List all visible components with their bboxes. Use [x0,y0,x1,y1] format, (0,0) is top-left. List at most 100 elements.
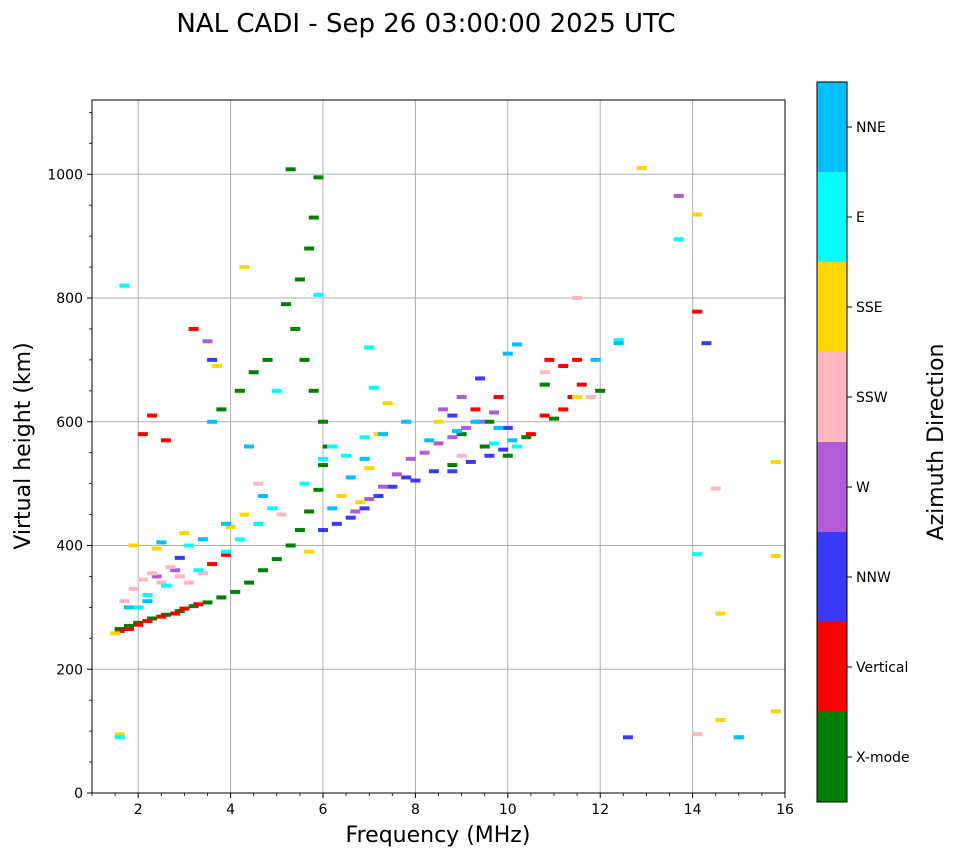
data-point [197,537,208,542]
data-point [549,416,559,421]
data-point [308,215,319,220]
colorbar-segment [817,622,847,712]
data-point [142,593,153,597]
data-point [119,283,130,288]
data-point [373,494,384,498]
data-point [202,339,213,344]
data-point [151,546,162,551]
data-point [364,345,375,350]
colorbar: X-mode Vertical NNW W SSW SSE E NNE [816,81,910,803]
data-point [114,735,125,740]
data-point [257,494,268,498]
data-point [225,524,236,529]
data-point [184,580,195,585]
data-point [244,444,255,449]
data-point [285,543,296,548]
data-point [147,616,158,621]
data-point [507,438,518,443]
y-tick-label: 1000 [47,167,83,183]
data-point [484,453,495,458]
colorbar-tick-label: SSW [856,390,888,406]
data-point [378,432,389,437]
data-point [308,388,319,393]
data-point [378,484,389,489]
data-point [156,580,167,585]
data-point [558,407,569,412]
data-point [354,500,365,505]
data-point [433,441,444,446]
data-point [502,453,513,458]
colorbar-tick-label: W [856,480,870,496]
data-point [525,432,536,437]
data-point [576,382,587,387]
data-point [673,237,684,242]
data-point [318,456,328,461]
x-tick-label: 12 [591,802,609,818]
data-point [613,338,624,343]
data-point [585,395,596,399]
data-point [479,444,490,449]
data-point [590,357,601,362]
data-point [179,606,190,611]
data-point [572,395,583,399]
data-point [428,469,439,474]
data-point [257,568,268,573]
x-tick-label: 16 [776,802,794,818]
data-point [470,419,481,424]
data-point [401,475,412,480]
data-point [151,574,162,579]
colorbar-frame [816,81,848,803]
data-point [179,531,190,536]
data-point [170,568,181,573]
series-vertical [114,309,703,633]
data-point [465,459,476,464]
data-point [521,435,532,440]
data-point [313,292,324,297]
data-point [692,309,703,314]
data-point [438,407,449,412]
data-point [558,364,569,369]
data-point [267,506,278,511]
data-point [336,494,347,498]
data-point [230,589,241,594]
data-point [174,574,185,579]
series-nne [123,341,744,740]
data-point [202,600,213,605]
data-point [488,441,499,446]
data-point [239,512,250,517]
data-point [359,435,370,440]
data-point [493,425,504,430]
data-point [405,456,416,461]
colorbar-segment [817,712,847,802]
data-point [193,602,204,607]
data-point [447,463,458,468]
data-point [382,401,393,406]
data-point [572,357,583,362]
plot-frame [91,99,786,794]
data-point [119,599,130,604]
colorbar-tick-label: E [856,210,865,226]
data-point [299,357,310,362]
data-point [692,212,703,217]
x-tick-label: 2 [134,802,143,818]
data-point [128,586,139,591]
data-point [368,385,379,390]
data-point [281,302,292,307]
data-point [331,521,342,526]
x-tick-label: 10 [499,802,517,818]
data-point [327,444,338,449]
data-point [318,463,328,468]
data-point [156,540,167,545]
data-point [188,326,199,331]
data-point [341,453,352,458]
data-point [770,554,781,559]
y-axis-label: Virtual height (km) [11,342,36,549]
data-point [350,509,361,514]
colorbar-label: Azimuth Direction [924,343,949,540]
data-point [294,528,305,533]
data-point [364,466,375,471]
data-point [391,472,402,477]
data-point [512,342,523,347]
data-point [216,595,227,600]
data-point [253,481,264,486]
